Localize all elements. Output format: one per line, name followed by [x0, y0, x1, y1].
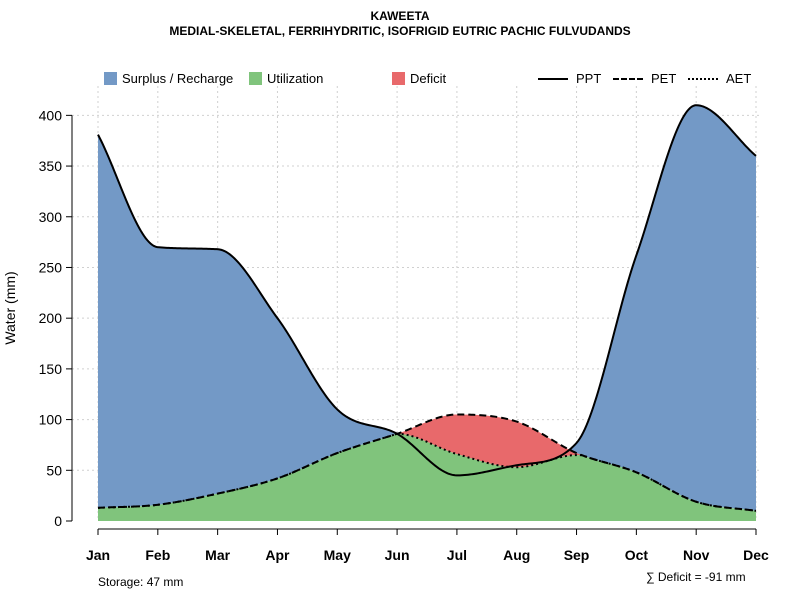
legend-aet-label: AET: [726, 71, 752, 86]
legend-utilization: Utilization: [249, 71, 323, 86]
y-tick-label: 50: [46, 462, 62, 478]
y-tick-label: 200: [39, 310, 63, 326]
legend-ppt: PPT: [538, 71, 601, 86]
storage-annotation: Storage: 47 mm: [98, 575, 184, 589]
y-tick-label: 400: [39, 107, 63, 123]
legend-ppt-line: [538, 77, 568, 80]
x-tick-label: Jan: [86, 547, 110, 563]
utilization-area: [98, 433, 756, 521]
x-tick-label: Sep: [564, 547, 590, 563]
x-tick-label: Mar: [205, 547, 230, 563]
legend-surplus-label: Surplus / Recharge: [122, 71, 234, 86]
deficit-annotation: ∑ Deficit = -91 mm: [646, 570, 746, 584]
surplus-area: [98, 105, 756, 511]
y-tick-label: 100: [39, 412, 63, 428]
legend-surplus-swatch: [104, 72, 117, 85]
y-tick-label: 300: [39, 209, 63, 225]
chart-subtitle: MEDIAL-SKELETAL, FERRIHYDRITIC, ISOFRIGI…: [169, 24, 631, 38]
legend-aet-line: [688, 77, 718, 80]
x-tick-label: Jul: [447, 547, 467, 563]
y-tick-label: 350: [39, 158, 63, 174]
legend-pet-line: [613, 77, 643, 80]
chart-title: KAWEETA: [370, 9, 430, 23]
y-tick-label: 250: [39, 259, 63, 275]
y-tick-label: 150: [39, 361, 63, 377]
x-tick-label: Apr: [265, 547, 290, 563]
x-tick-label: Nov: [683, 547, 710, 563]
legend-pet: PET: [613, 71, 676, 86]
x-tick-label: Oct: [625, 547, 649, 563]
deficit-area: [98, 414, 756, 511]
x-tick-label: May: [324, 547, 351, 563]
y-tick-label: 0: [54, 513, 62, 529]
x-tick-label: Feb: [145, 547, 170, 563]
x-tick-label: Aug: [503, 547, 530, 563]
legend-deficit-swatch: [392, 72, 405, 85]
legend-ppt-label: PPT: [576, 71, 602, 86]
legend-pet-label: PET: [651, 71, 677, 86]
legend-deficit: Deficit: [392, 71, 446, 86]
y-axis-label: Water (mm): [2, 271, 18, 344]
legend-surplus: Surplus / Recharge: [104, 71, 233, 86]
aet-line: [97, 432, 757, 512]
legend-aet: AET: [688, 71, 751, 86]
ppt-line: [97, 104, 757, 477]
legend-deficit-label: Deficit: [410, 71, 447, 86]
legend-utilization-swatch: [249, 72, 262, 85]
legend-utilization-label: Utilization: [267, 71, 324, 86]
x-tick-label: Jun: [385, 547, 410, 563]
x-tick-label: Dec: [743, 547, 769, 563]
